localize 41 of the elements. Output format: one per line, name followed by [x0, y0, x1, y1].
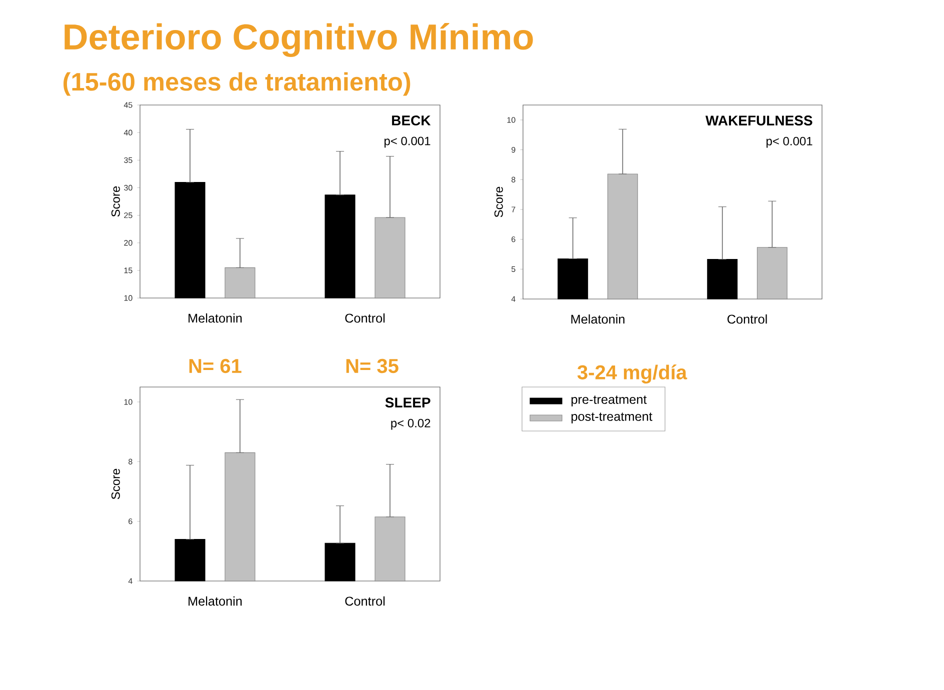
text: p< 0.001	[766, 136, 812, 148]
text: N= 61	[189, 358, 242, 374]
text: N= 35	[346, 358, 398, 374]
y-tick-label: 4	[128, 578, 132, 584]
y-tick-label: 20	[124, 240, 132, 246]
y-tick-label: 6	[512, 236, 516, 242]
y-tick-label: 35	[124, 157, 132, 163]
y-tick-label: 4	[511, 296, 516, 302]
y-axis-title: Score	[111, 186, 120, 217]
text: p< 0.02	[391, 418, 430, 430]
y-axis-title: Score	[111, 468, 120, 500]
y-tick-label: 6	[128, 518, 132, 524]
y-tick-label: 10	[124, 399, 132, 405]
y-tick-label: 30	[124, 184, 132, 191]
y-tick-label: 10	[124, 295, 132, 301]
y-tick-label: 5	[511, 266, 516, 272]
y-tick-label: 7	[512, 206, 516, 212]
text: 3-24 mg/día	[577, 364, 688, 384]
y-tick-label: 15	[124, 268, 132, 274]
legend-label: pre-treatment	[572, 396, 647, 406]
x-tick-label: Control	[345, 313, 385, 323]
text: (15-60 meses de tratamiento)	[64, 72, 410, 96]
text: SLEEP	[385, 398, 430, 408]
y-tick-label: 8	[128, 458, 132, 464]
y-tick-label: 8	[512, 176, 516, 182]
y-axis-title: Score	[494, 186, 503, 218]
text: Deterioro Cognitivo Mínimo	[64, 22, 533, 58]
x-tick-label: Control	[345, 596, 385, 606]
text: p< 0.001	[384, 136, 430, 148]
x-tick-label: Melatonin	[571, 314, 624, 324]
x-tick-label: Control	[727, 314, 767, 324]
y-tick-label: 40	[124, 130, 132, 136]
y-tick-label: 25	[124, 212, 132, 218]
text: WAKEFULNESS	[705, 116, 812, 126]
text: BECK	[392, 116, 431, 126]
x-tick-label: Melatonin	[188, 596, 242, 606]
legend-label: post-treatment	[572, 412, 652, 424]
x-tick-label: Melatonin	[188, 313, 242, 323]
y-tick-label: 45	[124, 102, 132, 108]
y-tick-label: 10	[507, 117, 516, 123]
y-tick-label: 9	[512, 146, 516, 153]
